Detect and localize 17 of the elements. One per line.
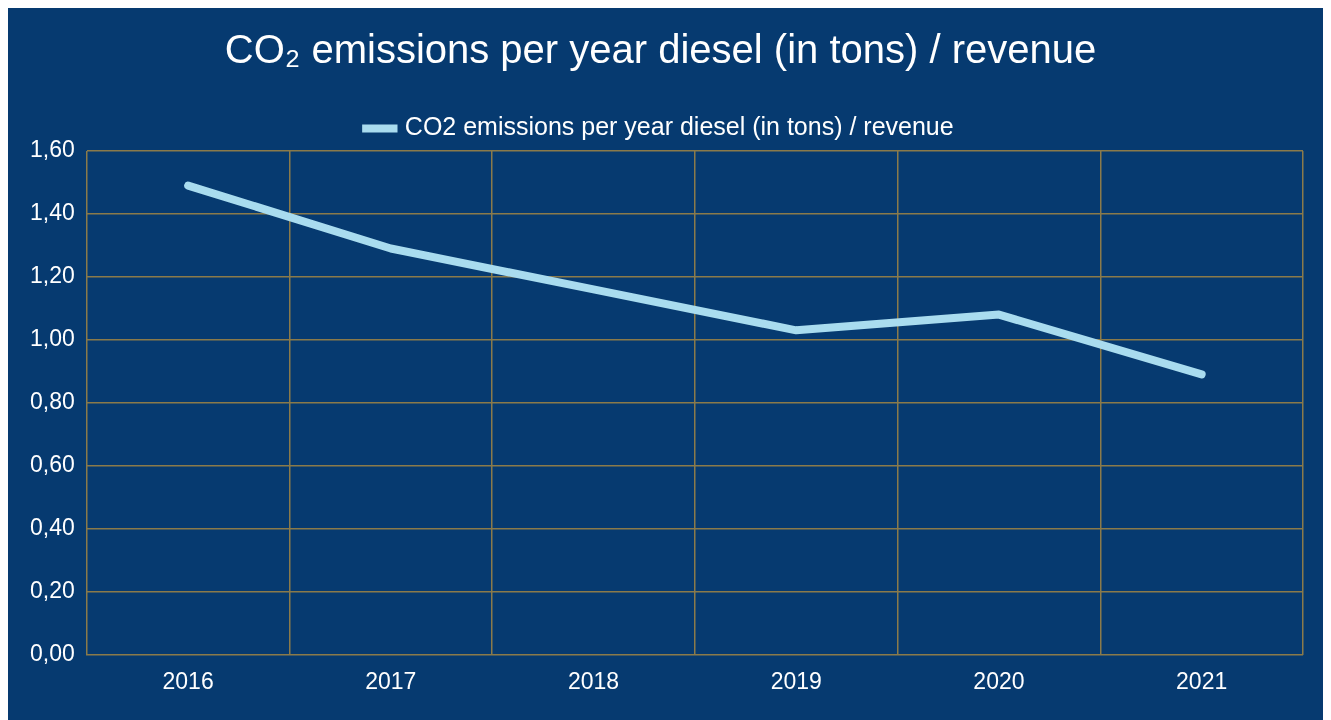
y-tick-label: 0,80 bbox=[30, 388, 75, 415]
y-tick-label: 1,20 bbox=[30, 262, 75, 289]
y-tick-label: 0,60 bbox=[30, 450, 75, 477]
x-tick-label: 2019 bbox=[770, 667, 822, 694]
x-tick-label: 2021 bbox=[1176, 667, 1228, 694]
y-tick-label: 0,20 bbox=[30, 576, 75, 603]
x-tick-label: 2017 bbox=[365, 667, 417, 694]
chart-title: CO₂ emissions per year diesel (in tons) / revenue bbox=[224, 27, 1097, 72]
y-tick-label: 1,00 bbox=[30, 325, 75, 352]
x-tick-label: 2018 bbox=[567, 667, 620, 694]
legend-label: CO2 emissions per year diesel (in tons) / revenue bbox=[404, 112, 954, 141]
y-tick-label: 0,00 bbox=[30, 639, 75, 666]
x-tick-label: 2020 bbox=[973, 667, 1025, 694]
y-tick-label: 1,40 bbox=[30, 199, 75, 226]
y-tick-label: 1,60 bbox=[30, 136, 75, 163]
y-tick-label: 0,40 bbox=[30, 513, 75, 540]
x-tick-label: 2016 bbox=[162, 667, 214, 694]
